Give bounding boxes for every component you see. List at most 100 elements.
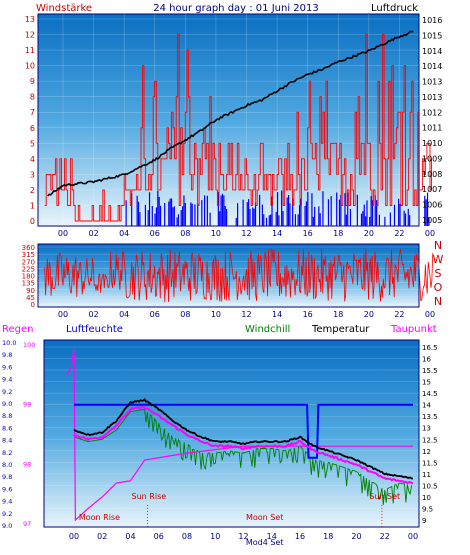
gust-bar	[221, 193, 224, 226]
rain-tick-label: 9.0	[2, 400, 12, 408]
pressure-tick-label: 1012	[422, 108, 442, 117]
gust-bar	[209, 212, 211, 226]
gust-bar	[393, 204, 396, 226]
gust-bar	[252, 207, 254, 226]
temperature-tick-label: 15.5	[422, 367, 438, 375]
gust-bar	[176, 217, 178, 226]
astro-label: Sun Rise	[132, 492, 167, 501]
gust-bar	[219, 211, 221, 226]
gust-bar	[197, 203, 199, 226]
gust-bar	[169, 198, 171, 226]
gust-bar	[248, 199, 250, 226]
hour-tick-label: 02	[97, 532, 107, 541]
gust-bar	[177, 214, 180, 226]
temperature-tick-label: 9	[422, 517, 426, 525]
rain-tick-label: 10.0	[2, 339, 16, 347]
gust-bar	[224, 205, 226, 226]
gust-bar	[253, 208, 255, 226]
gust-bar	[403, 210, 405, 226]
gust-bar	[159, 205, 162, 226]
gust-bar	[154, 213, 156, 226]
temperature-y-ticks: 9 9.5 10 10.5 11 11.5 12 12.5 13 13.5 14 14.5 15 15.5…	[422, 344, 438, 525]
gust-bar	[312, 216, 314, 226]
wind-tick-label: 6	[30, 124, 35, 133]
hour-tick-label: 16	[295, 532, 305, 541]
hour-tick-label: 10	[211, 310, 221, 319]
wind-tick-label: 7	[30, 108, 35, 117]
gust-bar	[172, 207, 174, 226]
direction-tick-label: 360	[22, 244, 35, 252]
temperature-tick-label: 11	[422, 471, 431, 479]
gust-bar	[173, 206, 175, 226]
hour-tick-label: 08	[180, 229, 190, 238]
wind-tick-label: 3	[30, 170, 35, 179]
gust-bar	[125, 200, 127, 226]
gust-bar	[318, 206, 320, 226]
humidity-tick-label: 98	[23, 460, 31, 468]
pressure-tick-label: 1007	[422, 185, 442, 194]
gust-bar	[155, 207, 158, 226]
direction-tick-label: 135	[22, 280, 35, 288]
gust-bar	[170, 198, 173, 226]
gust-bar	[137, 201, 140, 226]
astro-annotations: Moon Rise Sun Rise Moon Set Sun Set Mod4 Set	[79, 492, 400, 547]
astro-label: Sun Set	[369, 492, 400, 501]
gust-bar	[275, 211, 277, 226]
hour-tick-label: 18	[333, 229, 343, 238]
rain-tick-label: 9.4	[2, 498, 12, 506]
direction-tick-label: 0	[31, 301, 35, 309]
temperature-tick-label: 12.5	[422, 436, 438, 444]
pressure-y-ticks: 1016 1015 1014 1014 1013 1013 1012 1011 1010 1009…	[422, 16, 442, 225]
wind-tick-label: 8	[30, 93, 35, 102]
gust-bar	[183, 195, 185, 226]
temperature-tick-label: 14	[422, 402, 431, 410]
gust-bar	[399, 203, 401, 226]
gust-bar	[157, 190, 159, 226]
gust-bar	[424, 195, 426, 226]
rain-tick-label: 8.4	[2, 437, 12, 445]
hour-tick-label: 06	[150, 310, 160, 319]
gust-bar	[206, 195, 208, 226]
gust-bar	[164, 202, 166, 226]
hour-tick-label: 04	[119, 229, 129, 238]
gust-bar	[261, 204, 263, 226]
gust-bar	[314, 206, 316, 226]
temperature-tick-label: 11.5	[422, 459, 438, 467]
compass-label: O	[434, 281, 443, 294]
gust-bar	[184, 202, 186, 226]
rain-tick-label: 9.8	[2, 351, 12, 359]
hour-tick-label: 10	[211, 229, 221, 238]
gust-bar	[344, 193, 346, 226]
rain-tick-label: 9.4	[2, 376, 12, 384]
gust-bar	[378, 214, 380, 226]
compass-label: W	[433, 253, 444, 266]
gust-bar	[374, 195, 376, 226]
gust-bar	[360, 213, 363, 226]
gust-bar	[327, 199, 330, 226]
wind-axis-title: Windstärke	[36, 3, 92, 14]
gust-bar	[294, 214, 297, 226]
rain-y-ticks: 10.0 9.8 9.6 9.4 9.2 9.0 8.8 8.6 8.4 8.2 8.0 9.8 9.6…	[2, 339, 16, 530]
pressure-tick-label: 1010	[422, 139, 442, 148]
gust-bar	[292, 198, 294, 226]
wind-tick-label: 5	[30, 139, 35, 148]
gust-bar	[131, 193, 133, 226]
hour-tick-label: 02	[88, 229, 98, 238]
pressure-tick-label: 1008	[422, 170, 442, 179]
wind-pressure-plot-area	[37, 13, 420, 227]
direction-line	[44, 247, 434, 303]
gust-bar	[338, 199, 341, 226]
pressure-series	[47, 30, 414, 197]
gust-bar	[336, 192, 338, 226]
hour-tick-label: 16	[303, 229, 313, 238]
temperature-series	[66, 349, 414, 522]
gust-bar	[311, 193, 313, 226]
gust-bar	[330, 196, 332, 226]
hour-tick-label: 02	[88, 310, 98, 319]
gust-bar	[370, 196, 372, 226]
gust-bar	[407, 208, 409, 226]
temperature-tick-label: 9.5	[422, 505, 433, 513]
